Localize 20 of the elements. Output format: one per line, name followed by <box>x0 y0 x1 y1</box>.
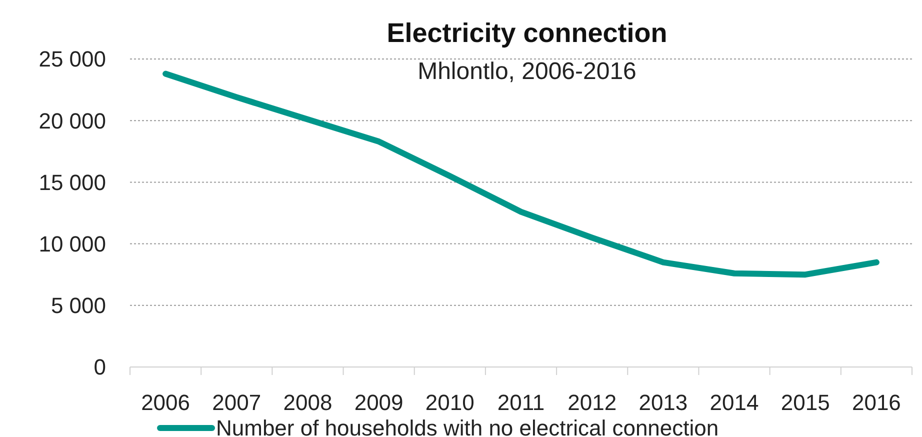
y-tick-label: 25 000 <box>38 46 106 72</box>
x-tick-label: 2011 <box>497 390 545 415</box>
x-tick-label: 2014 <box>710 390 759 415</box>
x-tick-label: 2012 <box>568 390 617 415</box>
y-tick-label: 0 <box>94 354 106 380</box>
x-tick-label: 2016 <box>852 390 901 415</box>
x-tick-label: 2009 <box>354 390 404 415</box>
x-tick-label: 2006 <box>141 390 190 415</box>
x-tick-label: 2007 <box>212 390 262 415</box>
y-tick-label: 10 000 <box>38 232 106 256</box>
legend-label: Number of households with no electrical connection <box>216 416 719 437</box>
x-tick-label: 2010 <box>425 390 474 415</box>
x-tick-label: 2008 <box>283 390 332 415</box>
y-tick-label: 15 000 <box>38 170 106 195</box>
x-tick-label: 2015 <box>780 390 830 415</box>
chart-subtitle: Mhlontlo, 2006-2016 <box>418 58 636 85</box>
y-tick-label: 5 000 <box>50 293 106 318</box>
chart-title: Electricity connection <box>386 18 668 48</box>
y-tick-label: 20 000 <box>38 108 106 134</box>
x-tick-label: 2013 <box>638 390 688 415</box>
